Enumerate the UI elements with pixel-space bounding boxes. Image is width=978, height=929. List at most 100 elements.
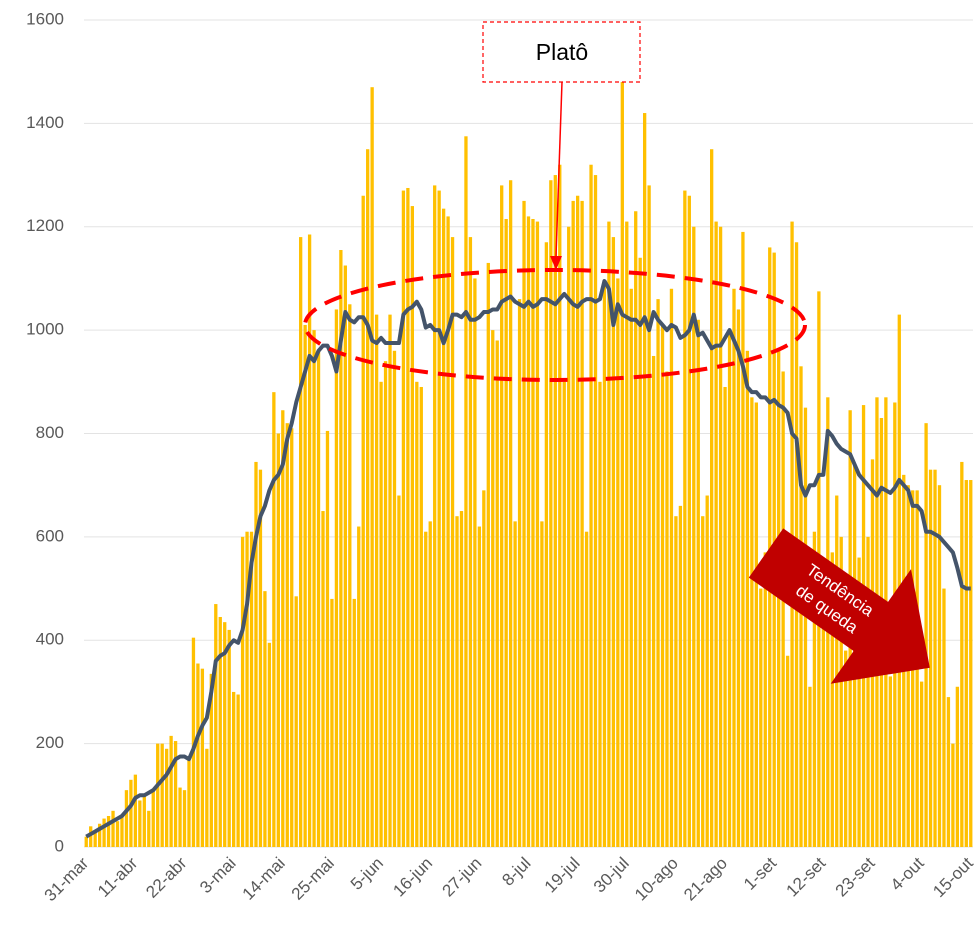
bar [357, 526, 361, 847]
bar [705, 495, 709, 847]
bar [660, 324, 665, 847]
y-tick-label: 800 [36, 423, 64, 442]
bar [437, 190, 441, 848]
bar [647, 185, 651, 847]
bar [678, 505, 683, 847]
bar [651, 355, 656, 847]
bar [464, 136, 468, 847]
bar [598, 381, 602, 847]
y-tick-label: 200 [36, 733, 64, 752]
bar [151, 790, 155, 847]
bar [370, 87, 374, 848]
bar [433, 185, 437, 847]
bar [214, 604, 218, 847]
lines [85, 279, 971, 839]
bar [781, 371, 785, 847]
bar [616, 278, 620, 847]
bar [366, 149, 370, 847]
bar [928, 469, 933, 847]
bar [544, 242, 549, 848]
x-tick-label: 8-jul [498, 854, 534, 890]
bar [656, 299, 660, 847]
bar [111, 810, 115, 847]
bar [625, 221, 629, 848]
x-tick-label: 21-ago [680, 854, 731, 905]
bar [790, 221, 794, 848]
bar [200, 668, 205, 847]
bar [745, 350, 750, 847]
bar [401, 190, 406, 848]
plateau-ellipse [303, 268, 807, 382]
bar [276, 433, 280, 847]
bar [777, 350, 781, 847]
x-tick-label: 10-ago [631, 854, 682, 905]
bar [285, 423, 289, 847]
y-tick-label: 1000 [26, 320, 64, 339]
bar [477, 526, 482, 847]
moving-average-line [85, 279, 971, 839]
bar [607, 221, 611, 848]
bar [919, 681, 924, 847]
plateau-box [482, 21, 641, 83]
bar [714, 221, 718, 848]
y-tick-label: 400 [36, 630, 64, 649]
x-tick-label: 12-set [782, 853, 829, 900]
bar [330, 598, 334, 847]
bar [504, 218, 508, 847]
bar [102, 818, 106, 847]
bar [348, 304, 352, 847]
bars [84, 25, 973, 848]
bar [517, 299, 522, 847]
bar [290, 428, 294, 847]
bar [808, 686, 812, 847]
bar [482, 490, 486, 847]
bar [535, 221, 540, 848]
bar [558, 164, 562, 848]
bar [812, 531, 817, 847]
bar [665, 371, 669, 847]
bar [727, 330, 732, 847]
bar [692, 226, 696, 847]
bar [115, 821, 120, 847]
bar [307, 234, 312, 848]
bar [232, 691, 236, 847]
bar [553, 175, 557, 847]
bar [218, 616, 222, 847]
bar [844, 650, 848, 847]
bar [178, 787, 182, 847]
bar [120, 815, 124, 847]
bar [236, 694, 240, 847]
bar [352, 598, 356, 847]
y-tick-label: 600 [36, 526, 64, 545]
bar [611, 237, 616, 847]
bar [696, 319, 700, 848]
bar [495, 340, 499, 847]
bar [754, 402, 758, 847]
bar [299, 237, 303, 847]
bar [138, 800, 142, 847]
bar [933, 469, 937, 847]
plateau-arrowhead [550, 256, 562, 270]
bar [785, 655, 790, 847]
bar [924, 423, 928, 847]
bar [960, 461, 964, 847]
bar [187, 759, 191, 847]
bar [508, 180, 513, 847]
bar [803, 407, 808, 847]
bar [258, 469, 263, 847]
bar [281, 410, 285, 847]
x-tick-label: 11-abr [94, 853, 142, 901]
bar [701, 516, 705, 847]
x-tick-label: 23-set [832, 853, 879, 900]
x-tick-label: 31-mar [41, 853, 93, 905]
bar [486, 262, 490, 847]
bar [267, 642, 272, 847]
bar [937, 485, 942, 847]
bar [629, 288, 633, 847]
bar [93, 831, 97, 847]
bar [718, 226, 723, 847]
bar [254, 461, 258, 847]
bar [249, 531, 254, 847]
bar [156, 743, 160, 847]
